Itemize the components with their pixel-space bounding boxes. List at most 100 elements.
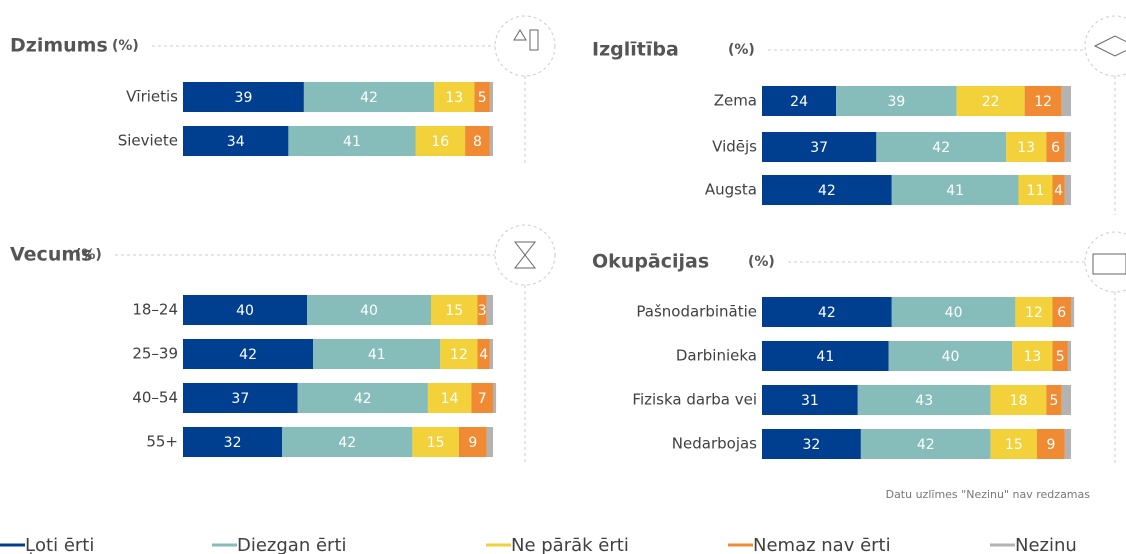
value-label: 40 (942, 349, 960, 365)
value-label: 42 (917, 437, 935, 453)
value-label: 15 (427, 435, 445, 451)
bar-segment (1064, 132, 1071, 162)
value-label: 5 (1056, 349, 1065, 365)
bar-segment (465, 126, 490, 156)
value-label: 39 (235, 90, 253, 106)
value-label: 42 (338, 435, 356, 451)
bar-segment (183, 295, 307, 325)
value-label: 14 (441, 391, 459, 407)
value-label: 4 (479, 347, 488, 363)
bar-segment (857, 385, 991, 415)
value-label: 42 (818, 305, 836, 321)
value-label: 42 (239, 347, 257, 363)
bar-segment (1064, 429, 1071, 459)
bar-segment (1052, 341, 1068, 371)
chart-title: Vecums (10, 244, 92, 266)
bar-segment (1071, 297, 1075, 327)
bar-segment (1015, 297, 1053, 327)
bar-segment (1052, 297, 1071, 327)
legend-label: Nezinu (1015, 535, 1077, 554)
value-label: 16 (431, 134, 449, 150)
value-label: 9 (468, 435, 477, 451)
category-label: Pašnodarbinātie (636, 303, 757, 321)
value-label: 37 (231, 391, 249, 407)
bar-segment (486, 427, 493, 457)
bar-segment (888, 341, 1013, 371)
value-label: 13 (445, 90, 463, 106)
bar-segment (1012, 341, 1053, 371)
note: Datu uzlīmes "Nezinu" nav redzamas (886, 488, 1091, 501)
category-label: Fiziska darba vei (632, 391, 757, 409)
category-label: 40–54 (132, 389, 178, 407)
bar-segment (1067, 341, 1071, 371)
bar-segment (489, 339, 493, 369)
bar-segment (282, 427, 413, 457)
bar-segment (477, 295, 487, 325)
bar-segment (458, 427, 487, 457)
bar-segment (990, 429, 1038, 459)
bar-segment (183, 339, 314, 369)
value-label: 43 (915, 393, 933, 409)
value-label: 9 (1046, 437, 1055, 453)
value-label: 6 (1057, 305, 1066, 321)
icon-age (494, 224, 556, 286)
bar-segment (303, 82, 435, 112)
value-label: 31 (801, 393, 819, 409)
bar-segment (183, 82, 304, 112)
bar-segment (307, 295, 431, 325)
chart-subtitle: (%) (748, 254, 775, 270)
value-label: 13 (1017, 140, 1035, 156)
bar-segment (431, 295, 478, 325)
value-label: 3 (478, 303, 487, 319)
bar-segment (489, 82, 493, 112)
bar-segment (762, 341, 889, 371)
category-label: 25–39 (132, 345, 178, 363)
legend-label: Ļoti ērti (25, 535, 94, 554)
value-label: 32 (224, 435, 242, 451)
bar-segment (415, 126, 466, 156)
chart-title: Izglītība (592, 39, 679, 61)
bar-segment (427, 383, 472, 413)
value-label: 32 (803, 437, 821, 453)
value-label: 42 (818, 183, 836, 199)
bar-segment (762, 385, 858, 415)
value-label: 40 (236, 303, 254, 319)
chart-subtitle: (%) (75, 247, 102, 263)
value-label: 5 (1050, 393, 1059, 409)
bar-segment (876, 132, 1007, 162)
value-label: 39 (888, 94, 906, 110)
bar-segment (762, 132, 877, 162)
value-label: 41 (343, 134, 361, 150)
category-label: 18–24 (132, 301, 178, 319)
category-label: Sieviete (118, 132, 178, 150)
bar-segment (956, 86, 1025, 116)
value-label: 15 (1005, 437, 1023, 453)
bar-segment (297, 383, 428, 413)
bar-segment (990, 385, 1047, 415)
bar-segment (1064, 175, 1071, 205)
bar-segment (836, 86, 957, 116)
chart-title: Okupācijas (592, 251, 709, 273)
bar-segment (891, 175, 1019, 205)
bar-segment (762, 86, 837, 116)
bar-segment (1061, 86, 1071, 116)
bar-segment (434, 82, 475, 112)
bar-segment (474, 82, 490, 112)
chart-subtitle: (%) (728, 42, 755, 58)
value-label: 41 (946, 183, 964, 199)
legend-label: Ne pārāk ērti (511, 535, 629, 554)
value-label: 22 (982, 94, 1000, 110)
value-label: 15 (445, 303, 463, 319)
bar-segment (489, 126, 493, 156)
category-label: Zema (714, 92, 757, 110)
bar-segment (440, 339, 478, 369)
value-label: 34 (227, 134, 245, 150)
value-label: 40 (360, 303, 378, 319)
icon-occupation (1084, 231, 1126, 293)
category-label: Augsta (705, 181, 757, 199)
category-label: Darbinieka (676, 347, 757, 365)
gender-icon (513, 29, 539, 51)
legend-label: Nemaz nav ērti (753, 535, 891, 554)
value-label: 42 (360, 90, 378, 106)
category-label: Nedarbojas (672, 435, 757, 453)
